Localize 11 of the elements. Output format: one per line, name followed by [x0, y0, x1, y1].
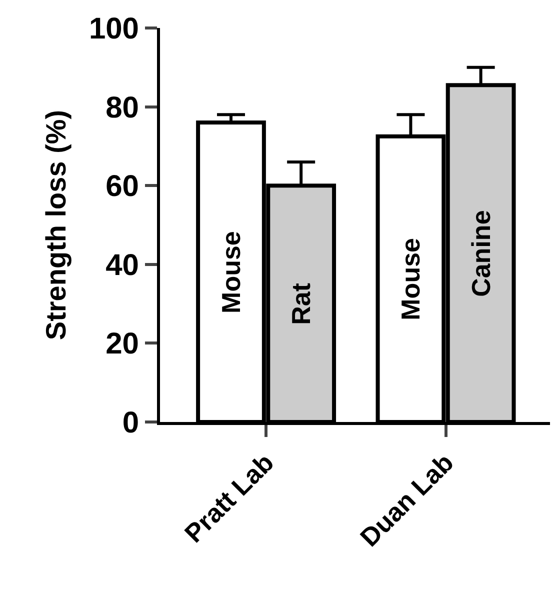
y-tick-label: 20 — [106, 328, 139, 361]
data-label: Mouse — [216, 231, 246, 314]
y-axis-title: Strength loss (%) — [40, 110, 72, 340]
data-label: Rat — [286, 282, 316, 325]
y-tick-label: 0 — [122, 406, 139, 440]
y-tick-label: 80 — [106, 91, 139, 124]
y-tick-label: 60 — [106, 170, 139, 204]
y-tick-label: 40 — [106, 248, 139, 282]
data-label: Mouse — [396, 238, 426, 320]
y-tick-label: 100 — [88, 12, 139, 46]
data-label: Canine — [466, 210, 496, 297]
